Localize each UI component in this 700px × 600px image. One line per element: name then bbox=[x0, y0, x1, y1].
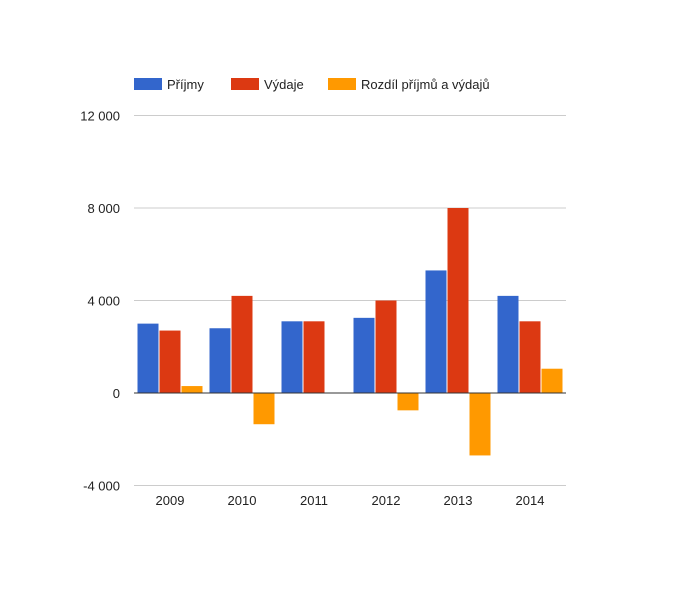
y-tick-label: 4 000 bbox=[87, 294, 120, 309]
x-tick-label: 2012 bbox=[372, 493, 401, 508]
y-tick-label: -4 000 bbox=[83, 479, 120, 494]
legend-swatch bbox=[134, 78, 162, 90]
legend-label: Příjmy bbox=[167, 77, 204, 92]
legend-item-3: Rozdíl příjmů a výdajů bbox=[328, 77, 490, 92]
bar-2-2012 bbox=[375, 300, 397, 393]
x-tick-label: 2010 bbox=[228, 493, 257, 508]
legend: Příjmy Výdaje Rozdíl příjmů a výdajů bbox=[134, 77, 490, 92]
bar-1-2011 bbox=[281, 321, 303, 393]
y-axis: -4 000 0 4 000 8 000 12 000 bbox=[80, 109, 120, 494]
bar-3-2013 bbox=[469, 393, 491, 456]
bar-1-2009 bbox=[137, 323, 159, 393]
bars bbox=[137, 208, 563, 456]
y-tick-label: 12 000 bbox=[80, 109, 120, 124]
x-axis: 2009 2010 2011 2012 2013 2014 bbox=[156, 493, 545, 508]
legend-item-2: Výdaje bbox=[231, 77, 304, 92]
legend-label: Výdaje bbox=[264, 77, 304, 92]
gridlines bbox=[134, 115, 566, 486]
bar-2-2011 bbox=[303, 321, 325, 393]
x-tick-label: 2011 bbox=[300, 493, 328, 508]
bar-2-2014 bbox=[519, 321, 541, 393]
bar-1-2014 bbox=[497, 295, 519, 393]
bar-3-2012 bbox=[397, 393, 419, 411]
y-tick-label: 8 000 bbox=[87, 201, 120, 216]
y-tick-label: 0 bbox=[113, 386, 120, 401]
x-tick-label: 2014 bbox=[516, 493, 545, 508]
bar-3-2014 bbox=[541, 368, 563, 393]
bar-2-2013 bbox=[447, 208, 469, 393]
legend-swatch bbox=[231, 78, 259, 90]
bar-2-2010 bbox=[231, 295, 253, 393]
bar-3-2009 bbox=[181, 386, 203, 393]
bar-1-2010 bbox=[209, 328, 231, 393]
bar-1-2012 bbox=[353, 317, 375, 393]
legend-swatch bbox=[328, 78, 356, 90]
bar-2-2009 bbox=[159, 330, 181, 393]
legend-item-1: Příjmy bbox=[134, 77, 204, 92]
bar-3-2010 bbox=[253, 393, 275, 425]
x-tick-label: 2013 bbox=[444, 493, 473, 508]
x-tick-label: 2009 bbox=[156, 493, 185, 508]
legend-label: Rozdíl příjmů a výdajů bbox=[361, 77, 490, 92]
bar-1-2013 bbox=[425, 270, 447, 393]
